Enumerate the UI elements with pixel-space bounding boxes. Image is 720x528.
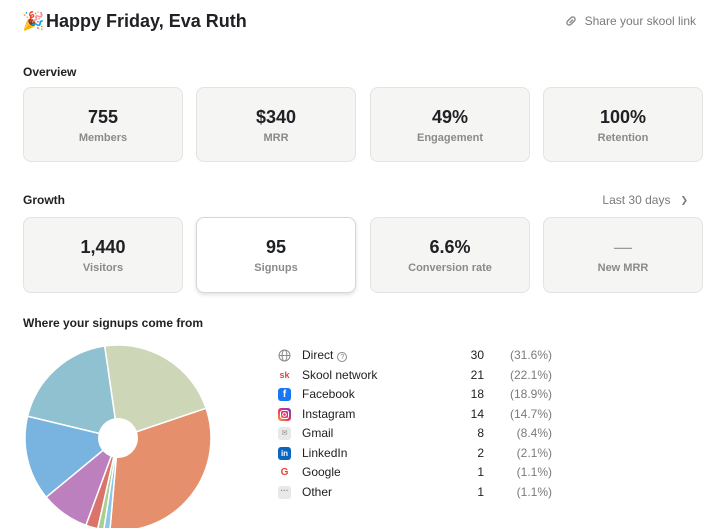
source-percent: (8.4%)	[516, 426, 552, 440]
visitors-label: Visitors	[82, 262, 124, 274]
pie-slice-linkedin[interactable]	[84, 437, 119, 528]
signup-sources-list: Direct? 30 (31.6%) sk Skool network 21 (…	[278, 346, 558, 502]
source-row-gmail: ✉ Gmail 8 (8.4%)	[278, 424, 558, 444]
source-count: 2	[477, 445, 484, 460]
growth-cards: 1,440 Visitors 95 Signups 6.6% Conversio…	[23, 217, 703, 293]
new-mrr-value: —	[614, 237, 632, 257]
source-count: 1	[477, 465, 484, 479]
retention-label: Retention	[597, 132, 649, 144]
source-name: Instagram	[302, 406, 356, 421]
source-row-facebook: f Facebook 18 (18.9%)	[278, 385, 558, 405]
source-row-linkedin: in LinkedIn 2 (2.1%)	[278, 444, 558, 464]
pie-center-hole	[98, 418, 138, 458]
overview-cards: 755 Members $340 MRR 49% Engagement 100%…	[23, 87, 703, 162]
members-label: Members	[78, 132, 128, 144]
retention-card[interactable]: 100% Retention	[543, 87, 703, 162]
source-name: Skool network	[302, 367, 378, 382]
party-popper-icon: 🎉	[22, 11, 45, 31]
source-count: 18	[470, 387, 484, 401]
signup-sources-pie	[24, 344, 212, 528]
members-card[interactable]: 755 Members	[23, 87, 183, 162]
signup-sources-heading: Where your signups come from	[23, 316, 204, 330]
mrr-label: MRR	[263, 132, 289, 144]
source-percent: (18.9%)	[509, 387, 552, 401]
source-name: Gmail	[302, 426, 334, 440]
source-row-direct: Direct? 30 (31.6%)	[278, 346, 558, 366]
google-icon: G	[280, 467, 289, 478]
visitors-card[interactable]: 1,440 Visitors	[23, 217, 183, 293]
visitors-value: 1,440	[80, 237, 126, 257]
conversion-rate-label: Conversion rate	[408, 262, 492, 274]
new-mrr-card[interactable]: — New MRR	[543, 217, 703, 293]
other-icon: ···	[278, 485, 291, 499]
facebook-icon: f	[278, 388, 291, 401]
help-icon[interactable]: ?	[337, 352, 348, 362]
engagement-label: Engagement	[416, 132, 483, 144]
source-count: 21	[470, 367, 484, 382]
source-percent: (31.6%)	[509, 348, 552, 362]
source-name: Facebook	[302, 387, 355, 401]
conversion-rate-value: 6.6%	[429, 237, 471, 257]
skool-icon: sk	[279, 369, 290, 380]
source-count: 8	[477, 426, 484, 440]
source-count: 14	[470, 406, 484, 421]
source-count: 30	[470, 348, 484, 362]
pie-slice-skool-network[interactable]	[103, 344, 208, 439]
mrr-card[interactable]: $340 MRR	[196, 87, 356, 162]
share-link-button[interactable]: Share your skool link	[563, 13, 696, 29]
chevron-down-icon: ❯	[680, 195, 688, 205]
mrr-value: $340	[255, 107, 297, 127]
date-range-dropdown[interactable]: Last 30 days ❯	[602, 193, 688, 207]
source-name: Direct?	[302, 348, 348, 362]
engagement-card[interactable]: 49% Engagement	[370, 87, 530, 162]
source-count: 1	[477, 484, 484, 499]
pie-slice-facebook[interactable]	[26, 345, 119, 439]
source-percent: (1.1%)	[516, 484, 552, 499]
conversion-rate-card[interactable]: 6.6% Conversion rate	[370, 217, 530, 293]
signups-label: Signups	[254, 262, 298, 274]
source-row-skool-network: sk Skool network 21 (22.1%)	[278, 366, 558, 386]
instagram-icon	[278, 407, 291, 421]
growth-heading: Growth	[23, 193, 65, 207]
source-row-other: ··· Other 1 (1.1%)	[278, 483, 558, 503]
linkedin-icon: in	[278, 446, 291, 460]
pie-slice-other[interactable]	[103, 437, 119, 528]
pie-chart-svg	[24, 344, 212, 528]
source-percent: (2.1%)	[516, 445, 552, 460]
source-percent: (14.7%)	[509, 406, 552, 421]
source-percent: (22.1%)	[509, 367, 552, 382]
page-title: 🎉Happy Friday, Eva Ruth	[22, 10, 247, 32]
new-mrr-label: New MRR	[597, 262, 649, 274]
engagement-value: 49%	[431, 107, 469, 127]
link-icon	[565, 16, 576, 26]
overview-heading: Overview	[23, 65, 77, 79]
share-link-label: Share your skool link	[584, 14, 696, 28]
greeting-text: Happy Friday, Eva Ruth	[46, 11, 247, 31]
date-range-label: Last 30 days	[602, 193, 671, 207]
signups-value: 95	[265, 237, 287, 257]
source-row-google: G Google 1 (1.1%)	[278, 463, 558, 483]
members-value: 755	[87, 107, 119, 127]
source-name: Other	[302, 484, 333, 499]
globe-icon	[278, 349, 291, 362]
retention-value: 100%	[599, 107, 647, 127]
signups-card[interactable]: 95 Signups	[196, 217, 356, 293]
source-row-instagram: Instagram 14 (14.7%)	[278, 405, 558, 425]
gmail-icon: ✉	[278, 427, 291, 440]
source-name: Google	[302, 465, 341, 479]
pie-slice-google[interactable]	[97, 437, 119, 528]
pie-slice-instagram[interactable]	[24, 415, 120, 499]
source-percent: (1.1%)	[516, 465, 552, 479]
source-name: LinkedIn	[302, 445, 348, 460]
page-header: 🎉Happy Friday, Eva Ruth Share your skool…	[22, 10, 698, 34]
